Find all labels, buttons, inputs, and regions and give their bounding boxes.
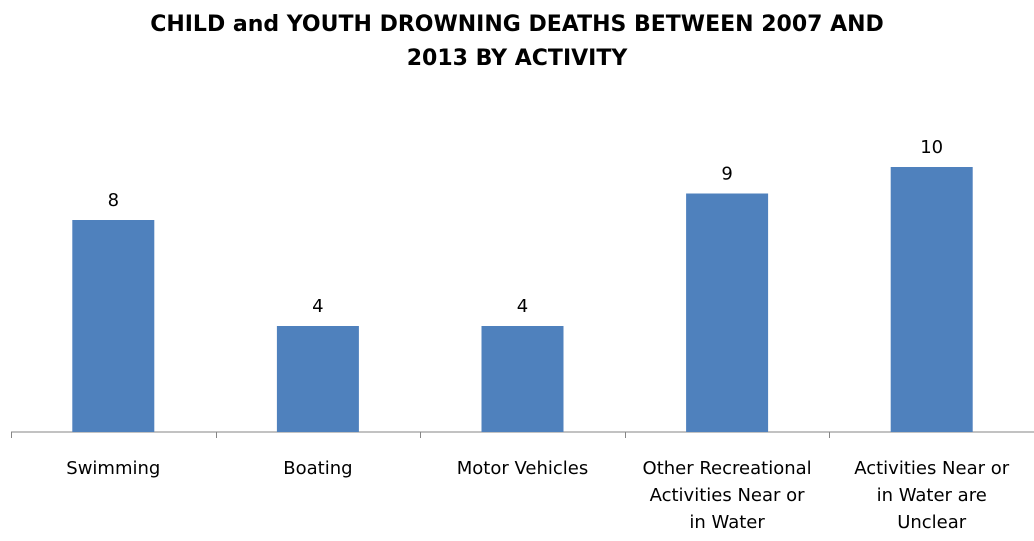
bar bbox=[481, 326, 564, 432]
data-label: 10 bbox=[920, 137, 943, 158]
bar bbox=[72, 220, 155, 432]
chart-title-line-2: 2013 BY ACTIVITY bbox=[406, 46, 628, 71]
x-tick-label: Unclear bbox=[897, 512, 967, 533]
x-tick-label: Other Recreational bbox=[643, 458, 812, 479]
bar bbox=[276, 326, 359, 432]
data-label: 9 bbox=[721, 164, 732, 185]
x-tick-label: Boating bbox=[283, 458, 352, 479]
chart-title-line-1: CHILD and YOUTH DROWNING DEATHS BETWEEN … bbox=[150, 12, 884, 37]
data-label: 4 bbox=[312, 296, 323, 317]
bar bbox=[686, 193, 769, 432]
x-tick-label: in Water are bbox=[877, 485, 987, 506]
data-label: 4 bbox=[517, 296, 528, 317]
x-tick-label: in Water bbox=[689, 512, 765, 533]
x-tick-label: Activities Near or bbox=[854, 458, 1010, 479]
x-tick-label: Activities Near or bbox=[650, 485, 806, 506]
x-tick-label: Motor Vehicles bbox=[457, 458, 588, 479]
x-tick-label: Swimming bbox=[66, 458, 160, 479]
chart-title: CHILD and YOUTH DROWNING DEATHS BETWEEN … bbox=[0, 8, 1034, 76]
data-label: 8 bbox=[108, 190, 119, 211]
bar bbox=[890, 167, 973, 432]
